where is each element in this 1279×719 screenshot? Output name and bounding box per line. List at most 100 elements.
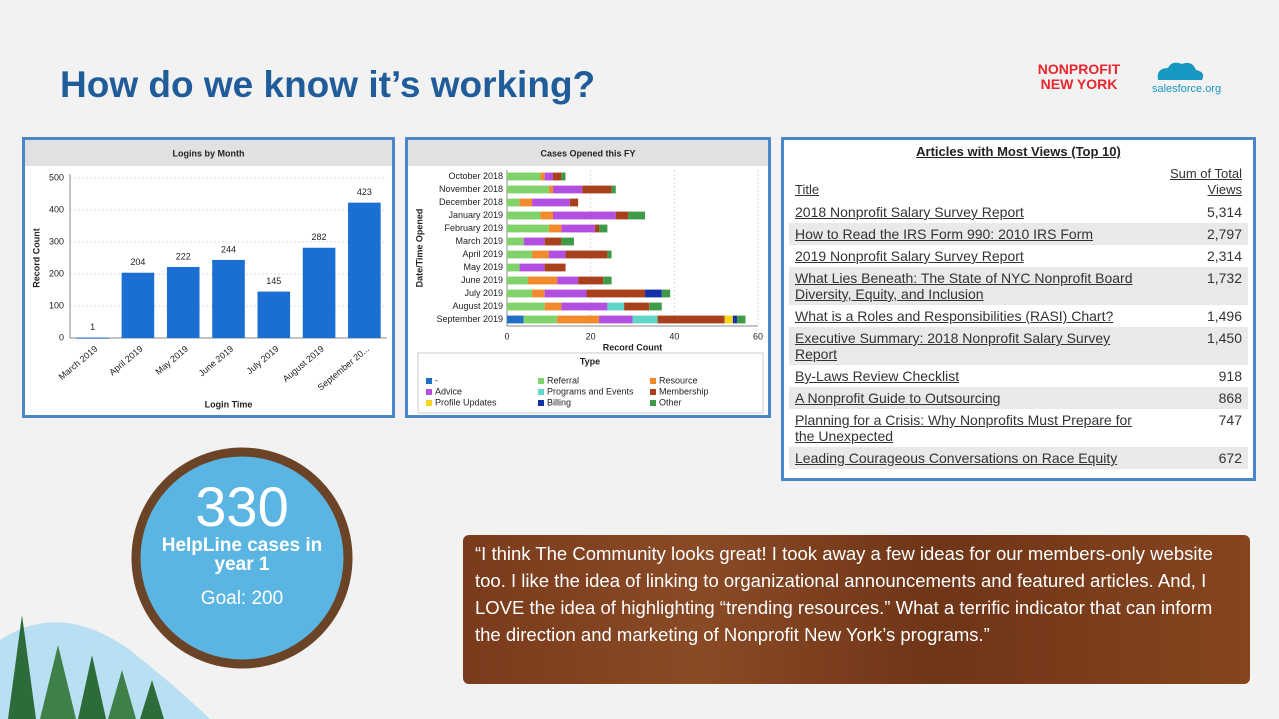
- bar-segment: [615, 211, 629, 220]
- articles-table: Title Sum of Total Views 2018 Nonprofit …: [789, 163, 1248, 469]
- bar-segment: [737, 315, 746, 324]
- article-title[interactable]: A Nonprofit Guide to Outsourcing: [789, 387, 1156, 409]
- chart-title: Cases Opened this FY: [540, 148, 635, 158]
- value-label: 222: [176, 251, 191, 261]
- bar-segment: [553, 185, 583, 194]
- y-tick-label: 0: [59, 332, 64, 342]
- table-title: Articles with Most Views (Top 10): [916, 144, 1121, 159]
- y-tick-label: June 2019: [461, 275, 503, 285]
- chart-title: Logins by Month: [173, 148, 245, 158]
- article-title[interactable]: By-Laws Review Checklist: [795, 368, 960, 384]
- y-tick-label: August 2019: [452, 301, 503, 311]
- bar-segment: [561, 237, 574, 246]
- y-tick-label: February 2019: [444, 223, 503, 233]
- bar: [166, 266, 200, 338]
- legend-swatch: [650, 378, 656, 384]
- bar-segment: [557, 315, 600, 324]
- article-title[interactable]: 2018 Nonprofit Salary Survey Report: [795, 204, 1024, 220]
- chart: Cases Opened this FY 0 20 40 60 October 2018 N…: [408, 140, 768, 414]
- bar-segment: [544, 237, 562, 246]
- bar: [348, 202, 381, 338]
- view-count: 672: [1156, 447, 1248, 469]
- view-count: 868: [1156, 387, 1248, 409]
- legend-label: Referral: [547, 375, 579, 385]
- chart: Logins by Month 0 100 200 300 400 500 1 March 20…: [25, 140, 392, 409]
- legend-label: -: [435, 375, 438, 385]
- bar-segment: [540, 211, 554, 220]
- bar-segment: [657, 315, 725, 324]
- article-title[interactable]: 2019 Nonprofit Salary Survey Report: [795, 248, 1024, 264]
- bar-segment: [628, 211, 646, 220]
- chart-header: [25, 140, 392, 166]
- bar-segment: [548, 224, 562, 233]
- x-tick-label: June 2019: [197, 344, 236, 379]
- value-label: 244: [221, 244, 236, 254]
- y-tick-label: October 2018: [448, 171, 503, 181]
- x-tick-label: 40: [669, 331, 679, 341]
- value-label: 204: [130, 257, 145, 267]
- y-tick-label: April 2019: [462, 249, 503, 259]
- view-count: 2,797: [1156, 223, 1248, 245]
- legend-swatch: [426, 378, 432, 384]
- bar-segment: [594, 224, 600, 233]
- salesforce-logo: salesforce.org: [1152, 83, 1222, 95]
- bar-segment: [532, 198, 570, 207]
- table-row: A Nonprofit Guide to Outsourcing 868: [789, 387, 1248, 409]
- value-label: 1: [90, 322, 95, 332]
- legend-swatch: [650, 400, 656, 406]
- bar-segment: [611, 185, 616, 194]
- x-tick-label: April 2019: [107, 344, 144, 378]
- salesforce-cloud: [1157, 62, 1204, 80]
- bar-segment: [540, 172, 545, 181]
- logo-line: NONPROFIT: [1037, 61, 1121, 77]
- bar-segment: [565, 250, 608, 259]
- bar: [76, 337, 109, 339]
- bar-segment: [561, 224, 595, 233]
- article-title[interactable]: What is a Roles and Responsibilities (RA…: [795, 308, 1114, 324]
- bar-segment: [507, 198, 520, 207]
- bar-segment: [507, 302, 545, 311]
- article-title[interactable]: Leading Courageous Conversations on Race…: [789, 447, 1156, 469]
- legend-swatch: [426, 400, 432, 406]
- bar-segment: [578, 276, 604, 285]
- table-row: Leading Courageous Conversations on Race…: [789, 447, 1248, 469]
- cases-panel: Cases Opened this FY 0 20 40 60 October 2018 N…: [405, 137, 771, 418]
- x-tick-label: 20: [586, 331, 596, 341]
- bar-segment: [523, 315, 558, 324]
- y-tick-label: January 2019: [448, 210, 503, 220]
- bar-segment: [632, 315, 658, 324]
- y-tick-label: May 2019: [463, 262, 503, 272]
- x-tick-label: March 2019: [57, 344, 100, 382]
- slide-title: How do we know it’s working?: [60, 64, 596, 105]
- bar-segment: [544, 289, 587, 298]
- bar-segment: [523, 237, 545, 246]
- helpline-goal: Goal: 200: [200, 588, 284, 609]
- table-row: What Lies Beneath: The State of NYC Nonp…: [789, 267, 1248, 305]
- article-title[interactable]: What Lies Beneath: The State of NYC Nonp…: [789, 267, 1156, 305]
- legend-label: Billing: [547, 397, 571, 407]
- tree: [40, 645, 76, 719]
- legend-label: Programs and Events: [547, 386, 634, 396]
- tree: [140, 680, 164, 719]
- bar-segment: [507, 172, 541, 181]
- legend-swatch: [538, 400, 544, 406]
- tree: [108, 670, 136, 719]
- helpline-count: 330: [195, 475, 289, 538]
- legend-label: Advice: [435, 386, 462, 396]
- bar-segment: [507, 250, 533, 259]
- header-row: Title Sum of Total Views: [789, 163, 1248, 201]
- bar-segment: [569, 198, 579, 207]
- x-axis-title: Login Time: [205, 399, 253, 409]
- bar-segment: [607, 302, 625, 311]
- article-title[interactable]: How to Read the IRS Form 990: 2010 IRS F…: [789, 223, 1156, 245]
- bar-segment: [507, 237, 524, 246]
- value-label: 282: [312, 232, 327, 242]
- helpline-label: HelpLine cases in year 1: [161, 535, 323, 575]
- bar-segment: [624, 302, 650, 311]
- legend-label: Other: [659, 397, 682, 407]
- table-row: Planning for a Crisis: Why Nonprofits Mu…: [789, 409, 1248, 447]
- article-title[interactable]: Executive Summary: 2018 Nonprofit Salary…: [789, 327, 1156, 365]
- value-label: 145: [266, 276, 281, 286]
- table-row: How to Read the IRS Form 990: 2010 IRS F…: [789, 223, 1248, 245]
- article-title[interactable]: Planning for a Crisis: Why Nonprofits Mu…: [795, 412, 1132, 444]
